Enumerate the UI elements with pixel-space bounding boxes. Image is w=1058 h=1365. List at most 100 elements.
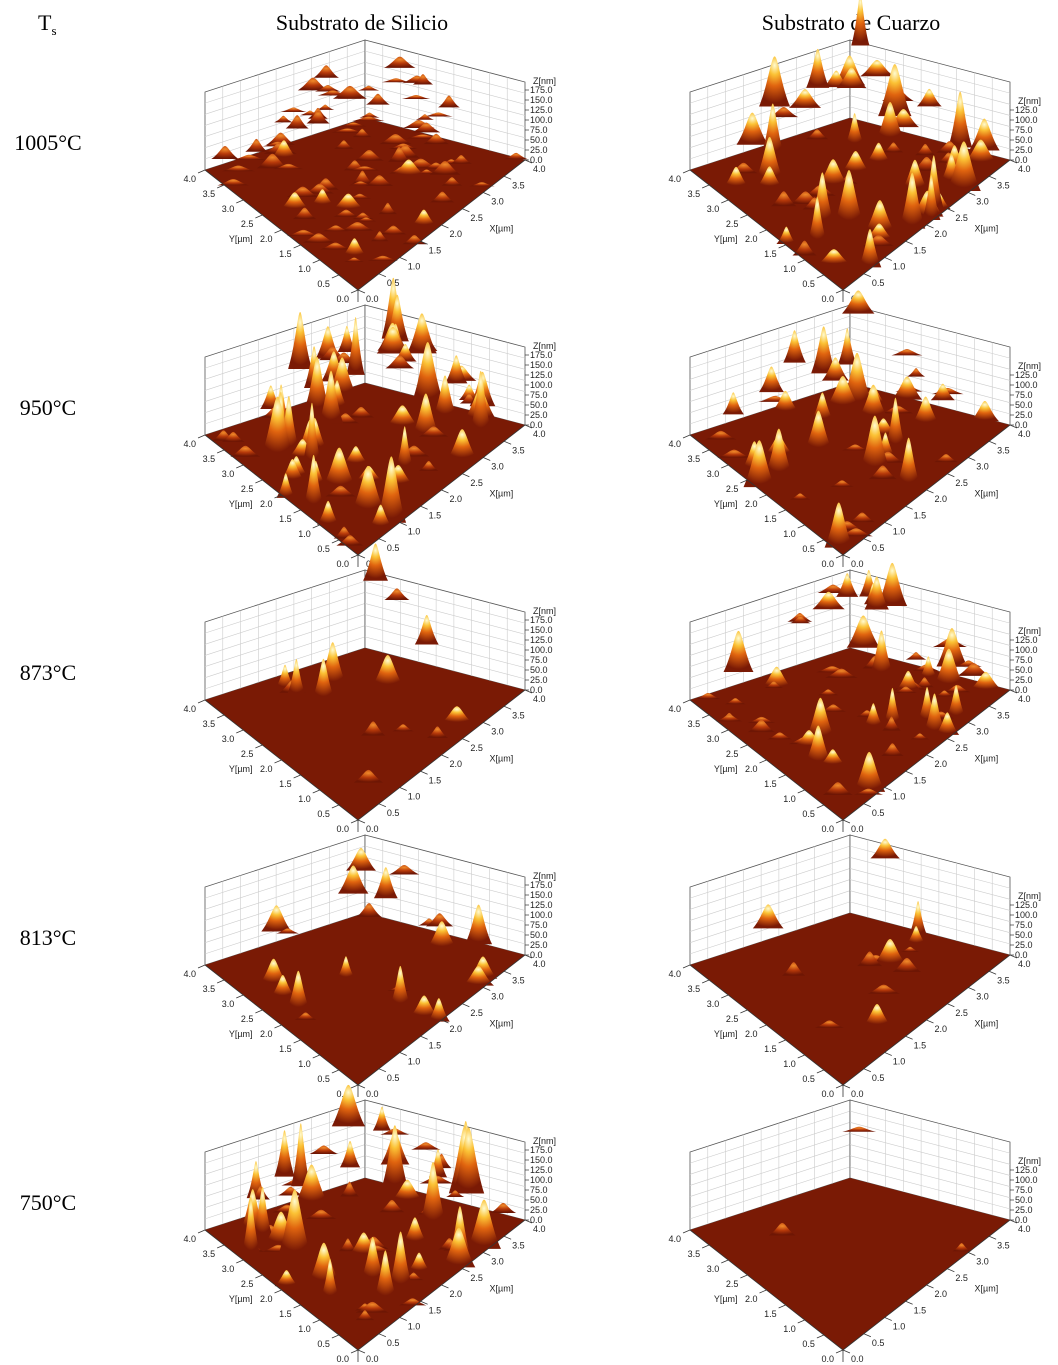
row-label: 950°C <box>20 395 76 420</box>
tick-mark <box>198 700 205 703</box>
z-axis-label: Z[nm] <box>533 606 556 616</box>
tick-mark <box>989 176 996 179</box>
z-tick-label: 75.0 <box>530 655 548 665</box>
z-tick-label: 175.0 <box>530 1145 553 1155</box>
tick-mark <box>947 739 954 742</box>
z-tick-label: 125.0 <box>530 635 553 645</box>
y-axis-label: Y[µm] <box>714 499 738 509</box>
x-axis-label: X[µm] <box>490 223 514 233</box>
tick-mark <box>843 1350 850 1353</box>
tick-mark <box>843 290 850 293</box>
tick-mark <box>462 1269 469 1272</box>
y-tick-label: 2.5 <box>726 1279 739 1289</box>
z-tick-label: 25.0 <box>530 145 548 155</box>
y-axis-label: Y[µm] <box>229 234 253 244</box>
tick-mark <box>358 290 365 293</box>
x-tick-label: 0.5 <box>387 808 400 818</box>
y-tick-label: 2.5 <box>241 1279 254 1289</box>
z-tick-label: 0.0 <box>530 685 543 695</box>
z-tick-label: 75.0 <box>1015 920 1033 930</box>
z-tick-label: 75.0 <box>530 920 548 930</box>
z-tick-label: 150.0 <box>530 625 553 635</box>
tick-mark <box>358 1350 365 1353</box>
tick-mark <box>702 450 709 453</box>
tick-mark <box>906 771 913 774</box>
z-tick-label: 150.0 <box>530 890 553 900</box>
tick-mark <box>421 1036 428 1039</box>
tick-mark <box>885 788 892 791</box>
tick-mark <box>843 820 850 823</box>
x-tick-label: 1.0 <box>893 262 906 272</box>
y-tick-label: 1.5 <box>764 249 777 259</box>
y-tick-label: 1.5 <box>279 1044 292 1054</box>
x-axis-label: X[µm] <box>975 753 999 763</box>
tick-mark <box>760 1025 767 1028</box>
x-tick-label: 4.0 <box>533 694 546 704</box>
row-label: 1005°C <box>14 130 81 155</box>
x-tick-label: 0.0 <box>851 1089 864 1099</box>
x-tick-label: 3.5 <box>512 1240 525 1250</box>
tick-mark <box>702 980 709 983</box>
tick-mark <box>836 555 843 558</box>
tick-mark <box>351 1350 358 1353</box>
tick-mark <box>798 260 805 263</box>
z-tick-label: 75.0 <box>530 1185 548 1195</box>
x-tick-label: 1.0 <box>893 1057 906 1067</box>
x-tick-label: 0.5 <box>387 1338 400 1348</box>
tick-mark <box>421 771 428 774</box>
afm-plot: 0.00.00.50.51.01.01.51.52.02.02.52.53.03… <box>668 835 1041 1099</box>
y-tick-label: 3.0 <box>707 469 720 479</box>
tick-mark <box>798 525 805 528</box>
y-tick-label: 2.0 <box>260 764 273 774</box>
y-tick-label: 0.5 <box>317 544 330 554</box>
x-tick-label: 0.5 <box>872 1338 885 1348</box>
x-tick-label: 4.0 <box>533 429 546 439</box>
tick-mark <box>740 1275 747 1278</box>
tick-mark <box>462 209 469 212</box>
y-tick-label: 4.0 <box>668 174 681 184</box>
ts-sub: s <box>51 23 56 38</box>
y-tick-label: 3.5 <box>688 1249 701 1259</box>
x-tick-label: 0.0 <box>366 294 379 304</box>
tick-mark <box>217 1245 224 1248</box>
z-axis-label: Z[nm] <box>533 871 556 881</box>
tick-mark <box>968 458 975 461</box>
y-tick-label: 1.5 <box>764 779 777 789</box>
x-tick-label: 2.0 <box>450 494 463 504</box>
surface-peak <box>842 291 875 314</box>
tick-mark <box>504 176 511 179</box>
tick-mark <box>504 441 511 444</box>
z-tick-label: 125.0 <box>530 105 553 115</box>
tick-mark <box>906 1036 913 1039</box>
tick-mark <box>332 1070 339 1073</box>
z-tick-label: 25.0 <box>1015 940 1033 950</box>
z-tick-label: 0.0 <box>530 420 543 430</box>
y-tick-label: 1.5 <box>764 514 777 524</box>
tick-mark <box>236 1260 243 1263</box>
tick-mark <box>885 1318 892 1321</box>
tick-mark <box>400 258 407 261</box>
tick-mark <box>504 706 511 709</box>
tick-mark <box>885 1053 892 1056</box>
tick-mark <box>836 1350 843 1353</box>
tick-mark <box>683 435 690 438</box>
tick-mark <box>721 1260 728 1263</box>
y-tick-label: 4.0 <box>668 704 681 714</box>
z-tick-label: 50.0 <box>1015 400 1033 410</box>
x-tick-label: 1.0 <box>408 527 421 537</box>
y-tick-label: 4.0 <box>183 439 196 449</box>
z-axis-label: Z[nm] <box>533 76 556 86</box>
x-tick-label: 3.5 <box>512 710 525 720</box>
y-tick-label: 4.0 <box>183 704 196 714</box>
tick-mark <box>927 755 934 758</box>
tick-mark <box>294 775 301 778</box>
x-tick-label: 3.5 <box>997 445 1010 455</box>
z-tick-label: 50.0 <box>530 1195 548 1205</box>
y-tick-label: 0.5 <box>802 279 815 289</box>
y-tick-label: 0.5 <box>317 279 330 289</box>
y-tick-label: 1.5 <box>279 779 292 789</box>
tick-mark <box>255 745 262 748</box>
afm-plot: 0.00.00.50.51.01.01.51.52.02.02.52.53.03… <box>668 291 1041 569</box>
tick-mark <box>989 971 996 974</box>
y-tick-label: 0.0 <box>336 824 349 834</box>
